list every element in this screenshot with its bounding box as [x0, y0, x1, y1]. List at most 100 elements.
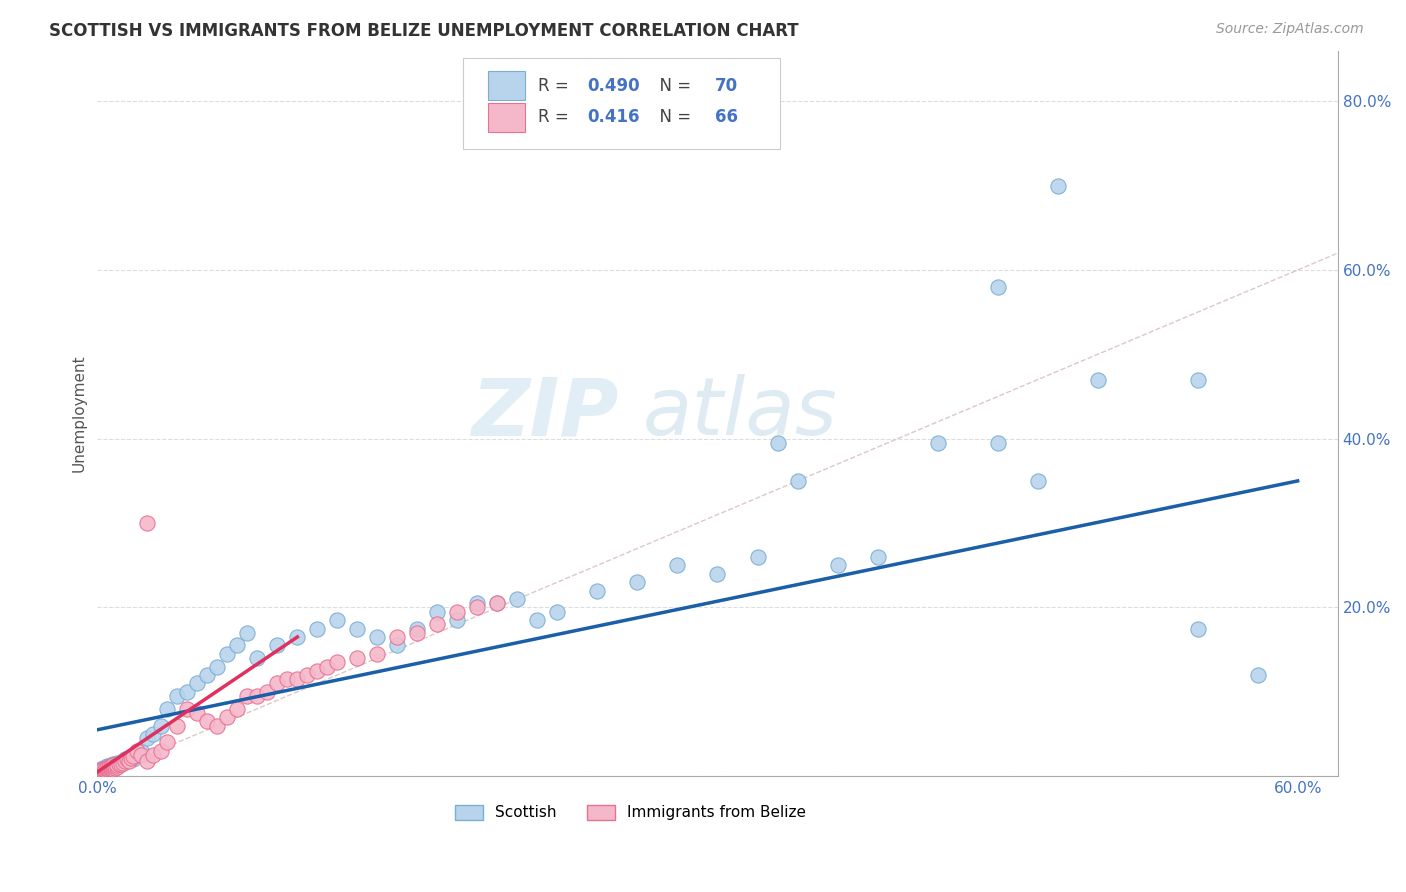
Point — [246, 689, 269, 703]
Point — [90, 764, 112, 778]
Point — [426, 605, 449, 619]
Point — [207, 659, 229, 673]
Point — [120, 750, 142, 764]
Point — [105, 758, 128, 772]
Point — [131, 744, 153, 758]
Point — [156, 735, 179, 749]
Point — [226, 639, 249, 653]
Point — [506, 592, 529, 607]
Text: 66: 66 — [716, 109, 738, 127]
FancyBboxPatch shape — [463, 58, 779, 149]
Point — [176, 701, 198, 715]
Point — [747, 549, 769, 564]
Point — [104, 759, 127, 773]
Point — [827, 558, 849, 573]
Point — [307, 622, 329, 636]
Point — [346, 622, 368, 636]
Point — [89, 767, 111, 781]
Text: 0.490: 0.490 — [588, 77, 640, 95]
Point — [110, 757, 132, 772]
Y-axis label: Unemployment: Unemployment — [72, 355, 86, 472]
Point — [266, 639, 288, 653]
Point — [96, 759, 118, 773]
Point — [89, 765, 111, 780]
Point — [94, 764, 117, 778]
Point — [103, 760, 125, 774]
Point — [586, 583, 609, 598]
Point — [326, 655, 349, 669]
Point — [1087, 373, 1109, 387]
Point — [1187, 622, 1209, 636]
Point — [987, 280, 1010, 294]
Text: N =: N = — [650, 109, 696, 127]
Point — [207, 718, 229, 732]
Point — [142, 748, 165, 763]
Point — [98, 762, 121, 776]
Point — [136, 754, 159, 768]
Point — [122, 752, 145, 766]
Point — [256, 685, 278, 699]
Point — [176, 685, 198, 699]
Point — [100, 759, 122, 773]
Point — [266, 676, 288, 690]
Point — [150, 744, 173, 758]
Point — [103, 758, 125, 772]
Point — [118, 750, 141, 764]
Text: atlas: atlas — [643, 375, 838, 452]
Point — [96, 761, 118, 775]
Point — [987, 436, 1010, 450]
Point — [426, 617, 449, 632]
Point — [486, 596, 509, 610]
Point — [98, 760, 121, 774]
Point — [112, 754, 135, 768]
Point — [297, 668, 319, 682]
Point — [467, 596, 489, 610]
Point — [1026, 474, 1049, 488]
Point — [486, 596, 509, 610]
Point — [93, 761, 115, 775]
Point — [195, 668, 218, 682]
Point — [94, 764, 117, 778]
Point — [387, 630, 409, 644]
Text: R =: R = — [537, 109, 579, 127]
Text: N =: N = — [650, 77, 696, 95]
Point — [166, 718, 188, 732]
Point — [706, 566, 728, 581]
Point — [626, 575, 648, 590]
Point — [217, 647, 239, 661]
Point — [287, 672, 309, 686]
Point — [96, 763, 118, 777]
Point — [100, 761, 122, 775]
Point — [108, 758, 131, 772]
Point — [90, 764, 112, 779]
Point — [100, 758, 122, 772]
Point — [186, 676, 208, 690]
Point — [307, 664, 329, 678]
Point — [96, 763, 118, 777]
Point — [866, 549, 889, 564]
Point — [366, 630, 388, 644]
Point — [100, 763, 122, 777]
Point — [98, 762, 121, 776]
Point — [117, 752, 139, 766]
Point — [122, 748, 145, 763]
Point — [94, 764, 117, 779]
Point — [195, 714, 218, 729]
Point — [94, 761, 117, 775]
Text: R =: R = — [537, 77, 574, 95]
Point — [786, 474, 808, 488]
Point — [127, 744, 149, 758]
Text: Source: ZipAtlas.com: Source: ZipAtlas.com — [1216, 22, 1364, 37]
Point — [105, 759, 128, 773]
Point — [93, 765, 115, 780]
Point — [104, 756, 127, 771]
Text: SCOTTISH VS IMMIGRANTS FROM BELIZE UNEMPLOYMENT CORRELATION CHART: SCOTTISH VS IMMIGRANTS FROM BELIZE UNEMP… — [49, 22, 799, 40]
Point — [226, 701, 249, 715]
Point — [142, 727, 165, 741]
Point — [446, 605, 468, 619]
Point — [1246, 668, 1268, 682]
Point — [127, 748, 149, 763]
Point — [406, 625, 429, 640]
Point — [98, 759, 121, 773]
Point — [103, 762, 125, 776]
